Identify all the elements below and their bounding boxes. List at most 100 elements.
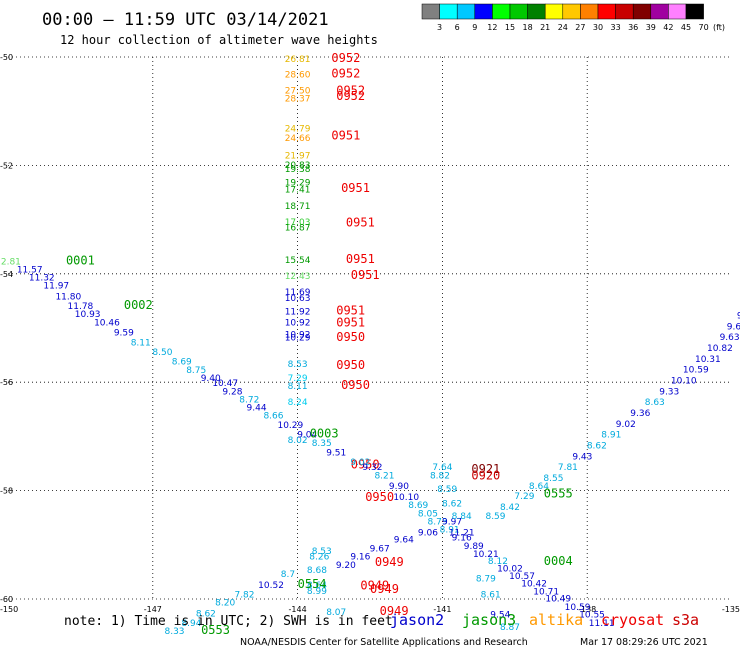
color-scale-label: 21 bbox=[540, 23, 550, 32]
time-label: 0949 bbox=[380, 604, 409, 618]
wave-height-label: 8.42 bbox=[500, 503, 520, 513]
time-label: 0003 bbox=[310, 427, 339, 441]
color-scale-label: 3 bbox=[437, 23, 442, 32]
wave-height-label: 9.5 bbox=[737, 311, 740, 321]
wave-height-label: 9.64 bbox=[394, 535, 414, 545]
wave-height-label: 18.71 bbox=[285, 202, 311, 212]
wave-height-label: 8.69 bbox=[172, 358, 192, 368]
wave-height-label: 10.47 bbox=[212, 379, 238, 389]
color-scale-label: 45 bbox=[681, 23, 691, 32]
wave-height-label: 9.16 bbox=[350, 553, 370, 563]
time-label: 0553 bbox=[201, 623, 230, 637]
wave-height-label: 7.64 bbox=[432, 463, 452, 473]
wave-height-label: 9.28 bbox=[222, 387, 242, 397]
wave-height-label: 11.69 bbox=[285, 288, 311, 298]
time-label: 0950 bbox=[336, 330, 365, 344]
color-scale-label: 70 bbox=[699, 23, 709, 32]
wave-height-label: 11.21 bbox=[449, 528, 475, 538]
y-tick-label: -54 bbox=[0, 270, 13, 279]
wave-height-label: 28.37 bbox=[285, 95, 311, 105]
color-swatch-14 bbox=[668, 3, 687, 20]
wave-height-label: 8.63 bbox=[645, 398, 665, 408]
wave-height-label: 8.69 bbox=[408, 501, 428, 511]
wave-height-label: 11.57 bbox=[17, 265, 43, 275]
chart-title: 00:00 – 11:59 UTC 03/14/2021 bbox=[42, 10, 329, 30]
map-grid bbox=[8, 56, 732, 600]
wave-height-label: 9.59 bbox=[114, 328, 134, 338]
wave-height-label: 9.16 bbox=[452, 534, 472, 544]
wave-height-label: 9.20 bbox=[336, 561, 356, 571]
color-scale-unit: (ft) bbox=[713, 23, 725, 32]
x-tick-label: -135 bbox=[722, 605, 740, 614]
time-label: 0002 bbox=[124, 298, 153, 312]
wave-height-label: 12.81 bbox=[0, 257, 21, 267]
time-label: 0921 bbox=[471, 462, 500, 476]
wave-height-label: 7.29 bbox=[288, 374, 308, 384]
wave-height-label: 11.92 bbox=[285, 308, 311, 318]
time-label: 0951 bbox=[346, 252, 375, 266]
time-label: 0554 bbox=[298, 577, 327, 591]
wave-height-label: 10.93 bbox=[75, 310, 101, 320]
color-swatch-2 bbox=[456, 3, 476, 20]
color-swatch-10 bbox=[597, 3, 616, 20]
time-label: 0949 bbox=[370, 582, 399, 596]
wave-height-label: 7.29 bbox=[514, 492, 534, 502]
color-swatch-1 bbox=[439, 3, 458, 20]
wave-height-label: 8.66 bbox=[263, 412, 283, 422]
time-label: 0920 bbox=[471, 468, 500, 482]
color-swatch-7 bbox=[544, 3, 564, 20]
wave-height-label: 8.50 bbox=[152, 348, 172, 358]
wave-height-label: 8.73 bbox=[428, 517, 448, 527]
wave-height-label: 19.29 bbox=[285, 179, 311, 189]
chart-subtitle: 12 hour collection of altimeter wave hei… bbox=[60, 33, 378, 47]
wave-height-label: 8.11 bbox=[131, 339, 151, 349]
wave-height-label: 9.90 bbox=[389, 482, 409, 492]
wave-height-label: 10.02 bbox=[497, 565, 523, 575]
color-scale-label: 6 bbox=[455, 23, 460, 32]
x-tick-label: -138 bbox=[578, 605, 596, 614]
y-tick-label: -52 bbox=[0, 161, 13, 170]
wave-height-label: 17.03 bbox=[285, 218, 311, 228]
wave-height-label: 12.43 bbox=[285, 272, 311, 282]
wave-height-label: 9.32 bbox=[362, 463, 382, 473]
color-swatch-6 bbox=[527, 3, 546, 20]
wave-height-label: 8.21 bbox=[374, 471, 394, 481]
wave-height-label: 8.24 bbox=[288, 398, 308, 408]
wave-height-label: 10.92 bbox=[285, 330, 311, 340]
wave-height-label: 10.42 bbox=[521, 580, 547, 590]
wave-height-label: 9.43 bbox=[572, 452, 592, 462]
wave-height-label: 10.10 bbox=[393, 493, 419, 503]
footer-credit: NOAA/NESDIS Center for Satellite Applica… bbox=[240, 637, 528, 648]
y-tick-label: -50 bbox=[0, 53, 13, 62]
wave-height-label: 9.89 bbox=[464, 542, 484, 552]
x-tick-label: -141 bbox=[433, 605, 451, 614]
time-label: 0950 bbox=[365, 490, 394, 504]
wave-height-label: 8.84 bbox=[452, 512, 472, 522]
wave-height-label: 9.44 bbox=[247, 404, 267, 414]
y-tick-label: -56 bbox=[0, 378, 13, 387]
wave-height-label: 27.50 bbox=[285, 87, 311, 97]
wave-height-label: 15.54 bbox=[285, 256, 311, 266]
wave-height-label: 8.05 bbox=[418, 509, 438, 519]
legend-jason2: jason2 bbox=[390, 611, 444, 629]
wave-height-label: 11.97 bbox=[43, 282, 69, 292]
time-label: 0004 bbox=[544, 554, 573, 568]
wave-height-label: 11.80 bbox=[55, 292, 81, 302]
time-label: 0952 bbox=[331, 51, 360, 65]
wave-height-label: 8.35 bbox=[312, 439, 332, 449]
wave-height-label: 8.20 bbox=[215, 599, 235, 609]
wave-height-label: 8.91 bbox=[440, 526, 460, 536]
wave-height-label: 10.57 bbox=[509, 572, 535, 582]
wave-height-label: 11.78 bbox=[68, 302, 94, 312]
color-swatch-3 bbox=[474, 3, 493, 20]
wave-height-label: 10.71 bbox=[533, 587, 559, 597]
legend-altika: altika bbox=[529, 611, 583, 629]
wave-height-label: 8.72 bbox=[239, 395, 259, 405]
wave-height-label: 8.99 bbox=[307, 587, 327, 597]
wave-height-label: 17.41 bbox=[285, 186, 311, 196]
wave-height-label: 10.10 bbox=[671, 376, 697, 386]
wave-height-label: 8.94 bbox=[181, 619, 201, 629]
color-scale-label: 27 bbox=[575, 23, 585, 32]
x-tick-labels: -150 -147 -144 -141 -138 -135 bbox=[0, 605, 740, 614]
